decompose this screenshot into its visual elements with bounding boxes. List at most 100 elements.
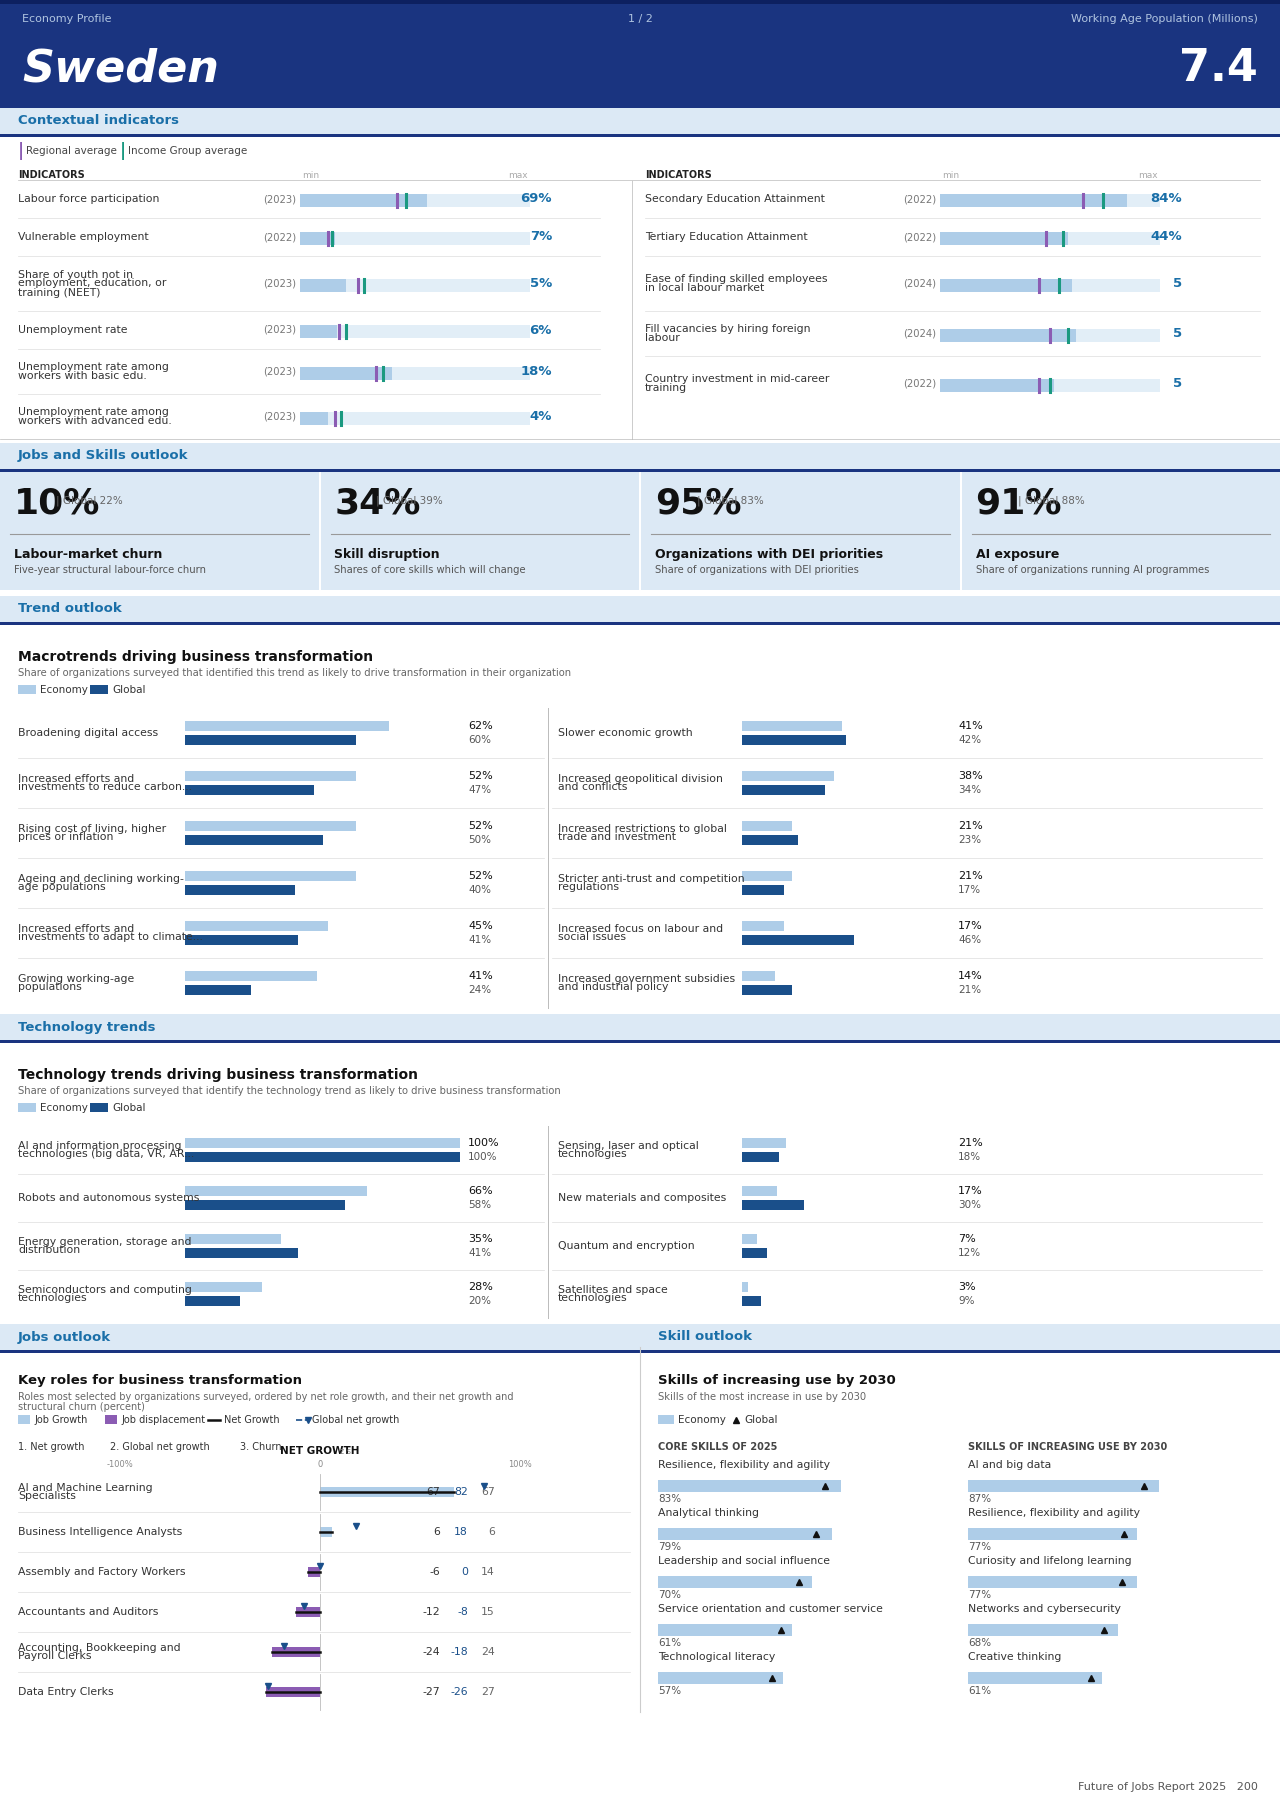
Bar: [742, 1234, 756, 1245]
Text: Resilience, flexibility and agility: Resilience, flexibility and agility: [658, 1460, 829, 1471]
Text: (2023): (2023): [262, 367, 296, 376]
Bar: [742, 885, 783, 895]
Bar: [18, 686, 36, 695]
Text: max: max: [1138, 170, 1158, 179]
Text: AI and information processing: AI and information processing: [18, 1141, 182, 1151]
Bar: [742, 734, 846, 745]
Bar: [940, 232, 1068, 244]
Text: 77%: 77%: [968, 1541, 991, 1552]
Text: 7%: 7%: [957, 1234, 975, 1245]
Text: Accounting, Bookkeeping and: Accounting, Bookkeeping and: [18, 1643, 180, 1653]
Text: 5%: 5%: [530, 277, 552, 289]
Text: Share of organizations surveyed that identify the technology trend as likely to : Share of organizations surveyed that ide…: [18, 1085, 561, 1096]
Bar: [300, 411, 530, 425]
Text: Broadening digital access: Broadening digital access: [18, 727, 159, 738]
Bar: [961, 472, 1280, 590]
Text: (2024): (2024): [902, 279, 936, 288]
Text: 61%: 61%: [968, 1686, 991, 1697]
Text: Future of Jobs Report 2025   200: Future of Jobs Report 2025 200: [1078, 1782, 1258, 1793]
Text: 28%: 28%: [468, 1283, 493, 1292]
Bar: [186, 1234, 282, 1245]
Text: technologies: technologies: [558, 1149, 627, 1160]
Text: Increased restrictions to global: Increased restrictions to global: [558, 825, 727, 834]
Text: 42%: 42%: [957, 734, 982, 745]
Bar: [186, 1187, 366, 1196]
Text: 1. Net growth: 1. Net growth: [18, 1442, 84, 1453]
Text: 52%: 52%: [468, 821, 493, 830]
Text: distribution: distribution: [18, 1245, 81, 1255]
Bar: [940, 378, 1055, 391]
Text: Creative thinking: Creative thinking: [968, 1652, 1061, 1662]
Text: (2022): (2022): [262, 232, 296, 242]
Bar: [940, 279, 1160, 291]
Text: Net Growth: Net Growth: [224, 1415, 279, 1425]
Bar: [940, 378, 1160, 391]
Text: 3. Churn: 3. Churn: [241, 1442, 282, 1453]
Bar: [0, 1015, 1280, 1040]
Text: 95%: 95%: [655, 487, 741, 519]
Text: 21%: 21%: [957, 984, 982, 995]
Text: Economy: Economy: [678, 1415, 726, 1425]
Text: 17%: 17%: [957, 885, 982, 895]
Text: trade and investment: trade and investment: [558, 832, 676, 841]
Text: |: |: [18, 141, 24, 159]
Text: 23%: 23%: [957, 836, 982, 845]
Bar: [742, 935, 854, 944]
Text: 52%: 52%: [468, 771, 493, 781]
Text: 20%: 20%: [468, 1295, 492, 1306]
Bar: [186, 821, 356, 830]
Text: Assembly and Factory Workers: Assembly and Factory Workers: [18, 1567, 186, 1577]
Text: (2022): (2022): [902, 378, 936, 389]
Text: investments to reduce carbon...: investments to reduce carbon...: [18, 781, 192, 792]
Text: Resilience, flexibility and agility: Resilience, flexibility and agility: [968, 1509, 1140, 1518]
Text: -8: -8: [457, 1606, 468, 1617]
Bar: [186, 785, 315, 794]
Text: Economy: Economy: [40, 686, 88, 695]
Text: Global: Global: [113, 686, 146, 695]
Text: | Global 22%: | Global 22%: [56, 496, 123, 507]
Text: -6: -6: [429, 1567, 440, 1577]
Text: 83%: 83%: [658, 1494, 681, 1503]
Bar: [742, 984, 792, 995]
Text: 100%: 100%: [508, 1460, 532, 1469]
Text: 41%: 41%: [468, 971, 493, 980]
Text: 84%: 84%: [1151, 192, 1181, 206]
Bar: [300, 194, 426, 206]
Text: Five-year structural labour-force churn: Five-year structural labour-force churn: [14, 564, 206, 575]
Text: Service orientation and customer service: Service orientation and customer service: [658, 1605, 883, 1614]
Bar: [742, 971, 776, 980]
Text: 21%: 21%: [957, 821, 983, 830]
Bar: [186, 1152, 460, 1161]
Text: Contextual indicators: Contextual indicators: [18, 114, 179, 127]
Text: workers with advanced edu.: workers with advanced edu.: [18, 416, 172, 425]
Bar: [742, 921, 783, 932]
Text: 24%: 24%: [468, 984, 492, 995]
Bar: [940, 232, 1160, 244]
Bar: [968, 1529, 1138, 1539]
Text: 70%: 70%: [658, 1590, 681, 1599]
Text: Increased efforts and: Increased efforts and: [18, 924, 134, 933]
Text: 17%: 17%: [957, 921, 983, 932]
Bar: [300, 232, 530, 244]
Text: 21%: 21%: [957, 1138, 983, 1149]
Text: 66%: 66%: [468, 1187, 493, 1196]
Bar: [300, 232, 334, 244]
Text: Trend outlook: Trend outlook: [18, 602, 122, 615]
Text: 10%: 10%: [14, 487, 100, 519]
Text: 14%: 14%: [957, 971, 983, 980]
Text: Satellites and space: Satellites and space: [558, 1284, 668, 1295]
Text: Jobs outlook: Jobs outlook: [18, 1330, 111, 1344]
Bar: [0, 1324, 640, 1350]
Text: 27: 27: [481, 1688, 495, 1697]
Bar: [742, 870, 792, 881]
Bar: [968, 1576, 1138, 1588]
Bar: [742, 1199, 804, 1210]
Text: Labour force participation: Labour force participation: [18, 194, 160, 204]
Bar: [300, 279, 346, 291]
Text: 7%: 7%: [530, 230, 552, 244]
Text: technologies: technologies: [18, 1293, 87, 1302]
Bar: [658, 1576, 812, 1588]
Text: 9%: 9%: [957, 1295, 974, 1306]
Bar: [273, 1646, 320, 1657]
Text: New materials and composites: New materials and composites: [558, 1192, 726, 1203]
